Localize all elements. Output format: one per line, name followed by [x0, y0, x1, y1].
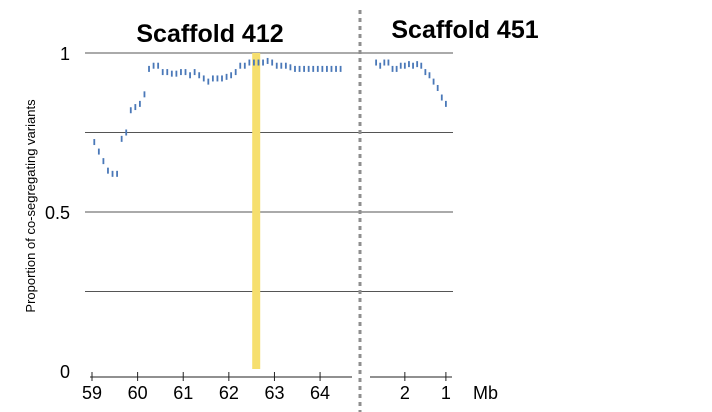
x-tick-label: 59: [82, 383, 102, 403]
data-point: [307, 65, 310, 72]
data-point: [211, 75, 214, 82]
x-tick-label: 63: [264, 383, 284, 403]
data-point: [428, 72, 431, 79]
y-tick-label: 0.5: [45, 203, 70, 223]
data-point: [303, 65, 306, 72]
data-point: [383, 59, 386, 66]
gridlines: [85, 52, 453, 292]
data-point: [134, 104, 137, 111]
data-point: [379, 62, 382, 69]
data-point: [184, 69, 187, 76]
data-point: [339, 65, 342, 72]
data-point: [116, 170, 118, 177]
data-point: [330, 65, 333, 72]
data-point: [148, 65, 150, 72]
data-point: [216, 75, 219, 82]
y-axis-label: Proportion of co-segregating variants: [23, 99, 38, 313]
data-point: [266, 57, 269, 64]
data-point: [275, 62, 278, 69]
data-point: [424, 69, 427, 76]
data-point: [221, 75, 223, 82]
data-point: [138, 100, 141, 107]
data-point: [375, 59, 378, 66]
data-point: [107, 167, 109, 174]
panel-title: Scaffold 412: [136, 20, 283, 48]
data-point: [399, 62, 402, 69]
data-point: [97, 148, 100, 155]
data-point: [239, 62, 242, 69]
data-point: [125, 129, 128, 136]
x-tick-label: 60: [128, 383, 148, 403]
data-point: [175, 70, 178, 77]
data-point: [271, 59, 274, 66]
x-unit-label: Mb: [473, 383, 498, 403]
highlight-band: [252, 53, 261, 369]
data-point: [111, 170, 114, 177]
x-tick-label: 62: [219, 383, 239, 403]
data-point: [335, 65, 337, 72]
data-point: [312, 65, 315, 72]
data-point: [129, 107, 132, 114]
data-point: [289, 64, 292, 71]
data-point: [193, 69, 196, 76]
data-point: [432, 78, 435, 85]
data-point: [166, 69, 169, 76]
data-point: [294, 65, 296, 72]
data-point: [280, 62, 283, 69]
data-point: [316, 65, 319, 72]
data-point: [321, 65, 324, 72]
x-tick-label: 1: [441, 383, 451, 403]
data-point: [253, 59, 255, 66]
highlight-band-layer: [252, 53, 261, 369]
data-point: [161, 69, 164, 76]
x-tick-label: 2: [400, 383, 410, 403]
panel-title: Scaffold 451: [391, 16, 538, 44]
data-point: [412, 62, 414, 69]
data-point: [207, 78, 210, 85]
data-point: [234, 69, 237, 76]
data-point: [284, 62, 287, 69]
data-point: [440, 94, 443, 101]
data-point: [444, 100, 447, 107]
data-point: [298, 65, 301, 72]
data-point: [403, 62, 406, 69]
data-point: [262, 59, 264, 66]
data-point: [420, 62, 423, 69]
data-point: [202, 75, 205, 82]
data-point: [257, 59, 260, 66]
data-point: [198, 72, 201, 79]
data-point: [408, 61, 410, 68]
panel-titles: Scaffold 412 Scaffold 451: [136, 16, 538, 48]
data-point: [180, 69, 182, 76]
data-point: [395, 65, 398, 72]
axes: 0 0.5 1 59 60 61 62 63 64 2 1 Mb: [45, 44, 498, 403]
data-point: [170, 70, 173, 77]
x-tick-label: 64: [310, 383, 330, 403]
y-tick-label: 1: [60, 44, 70, 64]
data-point: [157, 62, 160, 69]
data-point: [189, 72, 191, 79]
data-point: [152, 62, 155, 69]
x-tick-label: 61: [173, 383, 193, 403]
data-point: [93, 139, 96, 146]
data-point: [248, 59, 251, 66]
data-point: [391, 65, 394, 72]
data-point: [416, 61, 419, 68]
data-point: [326, 65, 328, 72]
data-point: [225, 73, 228, 80]
data-point: [387, 59, 390, 66]
data-point: [243, 62, 246, 69]
data-point: [436, 84, 439, 91]
data-point: [102, 158, 105, 165]
data-point: [143, 91, 146, 98]
data-point: [230, 72, 233, 79]
data-points: [93, 57, 447, 177]
y-tick-label: 0: [60, 362, 70, 382]
data-point: [120, 135, 123, 142]
